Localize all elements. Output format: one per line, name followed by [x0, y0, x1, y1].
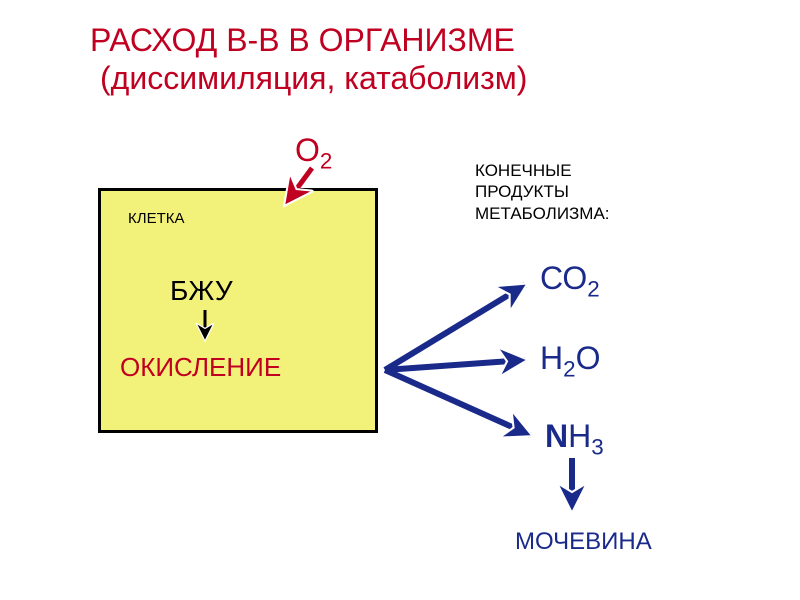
arrow-h2o [385, 360, 525, 370]
o2-arrow [287, 168, 312, 202]
arrow-co2 [385, 285, 525, 370]
arrow-nh3 [385, 370, 530, 435]
arrows-layer [0, 0, 800, 600]
